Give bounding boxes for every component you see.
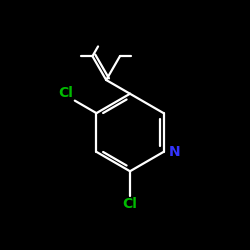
Text: Cl: Cl — [59, 86, 74, 100]
Text: Cl: Cl — [122, 198, 138, 211]
Text: N: N — [169, 145, 181, 159]
